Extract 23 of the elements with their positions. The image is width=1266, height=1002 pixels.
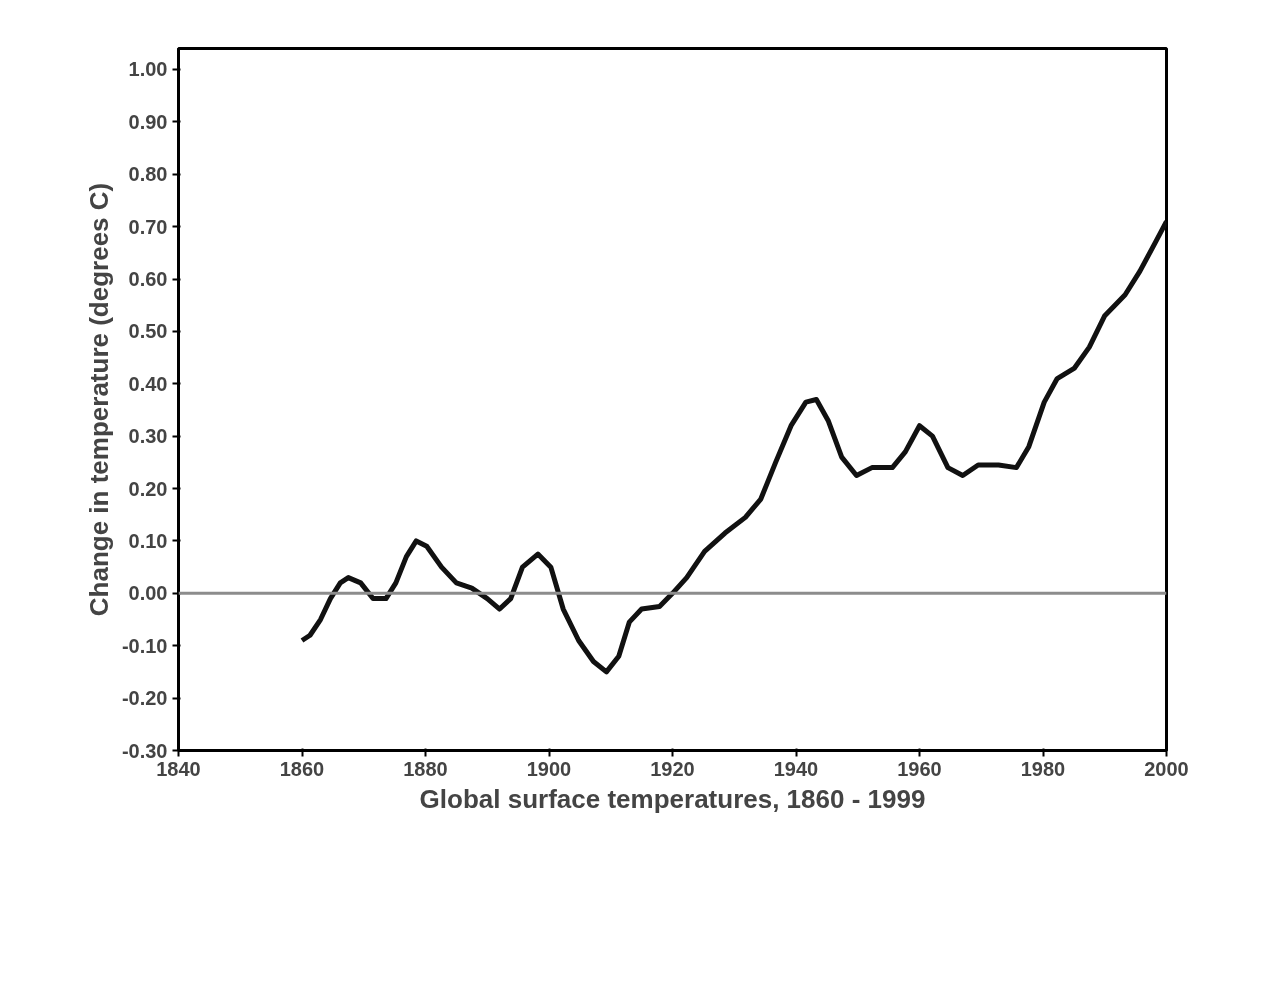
x-tick-label: 1880: [403, 757, 448, 780]
x-tick-label: 1920: [650, 757, 695, 780]
y-tick-label: 0.60: [128, 268, 168, 291]
y-tick-label: 0.80: [128, 163, 168, 186]
x-axis-title: Global surface temperatures, 1860 - 1999: [419, 783, 926, 814]
y-tick-label: -0.20: [121, 687, 168, 710]
y-tick-label: -0.10: [121, 634, 168, 657]
y-tick-label: 0.50: [128, 320, 168, 343]
x-tick-label: 1980: [1020, 757, 1066, 780]
y-tick-label: 0.10: [128, 529, 168, 552]
x-tick-label: 1900: [526, 757, 572, 780]
x-tick-label: 2000: [1144, 757, 1189, 780]
y-tick-label: 0.30: [128, 425, 168, 448]
y-tick-label: 0.70: [128, 215, 168, 238]
x-tick-label: 1940: [773, 757, 819, 780]
y-tick-label: 0.40: [128, 372, 168, 395]
y-tick-label: 0.20: [128, 477, 168, 500]
y-axis-title: Change in temperature (degrees C): [83, 182, 114, 617]
y-tick-label: 0.90: [128, 110, 168, 133]
x-tick-label: 1960: [897, 757, 942, 780]
y-tick-label: 0.00: [128, 582, 168, 605]
x-tick-label: 1860: [279, 757, 325, 780]
y-tick-label: 1.00: [128, 58, 168, 81]
